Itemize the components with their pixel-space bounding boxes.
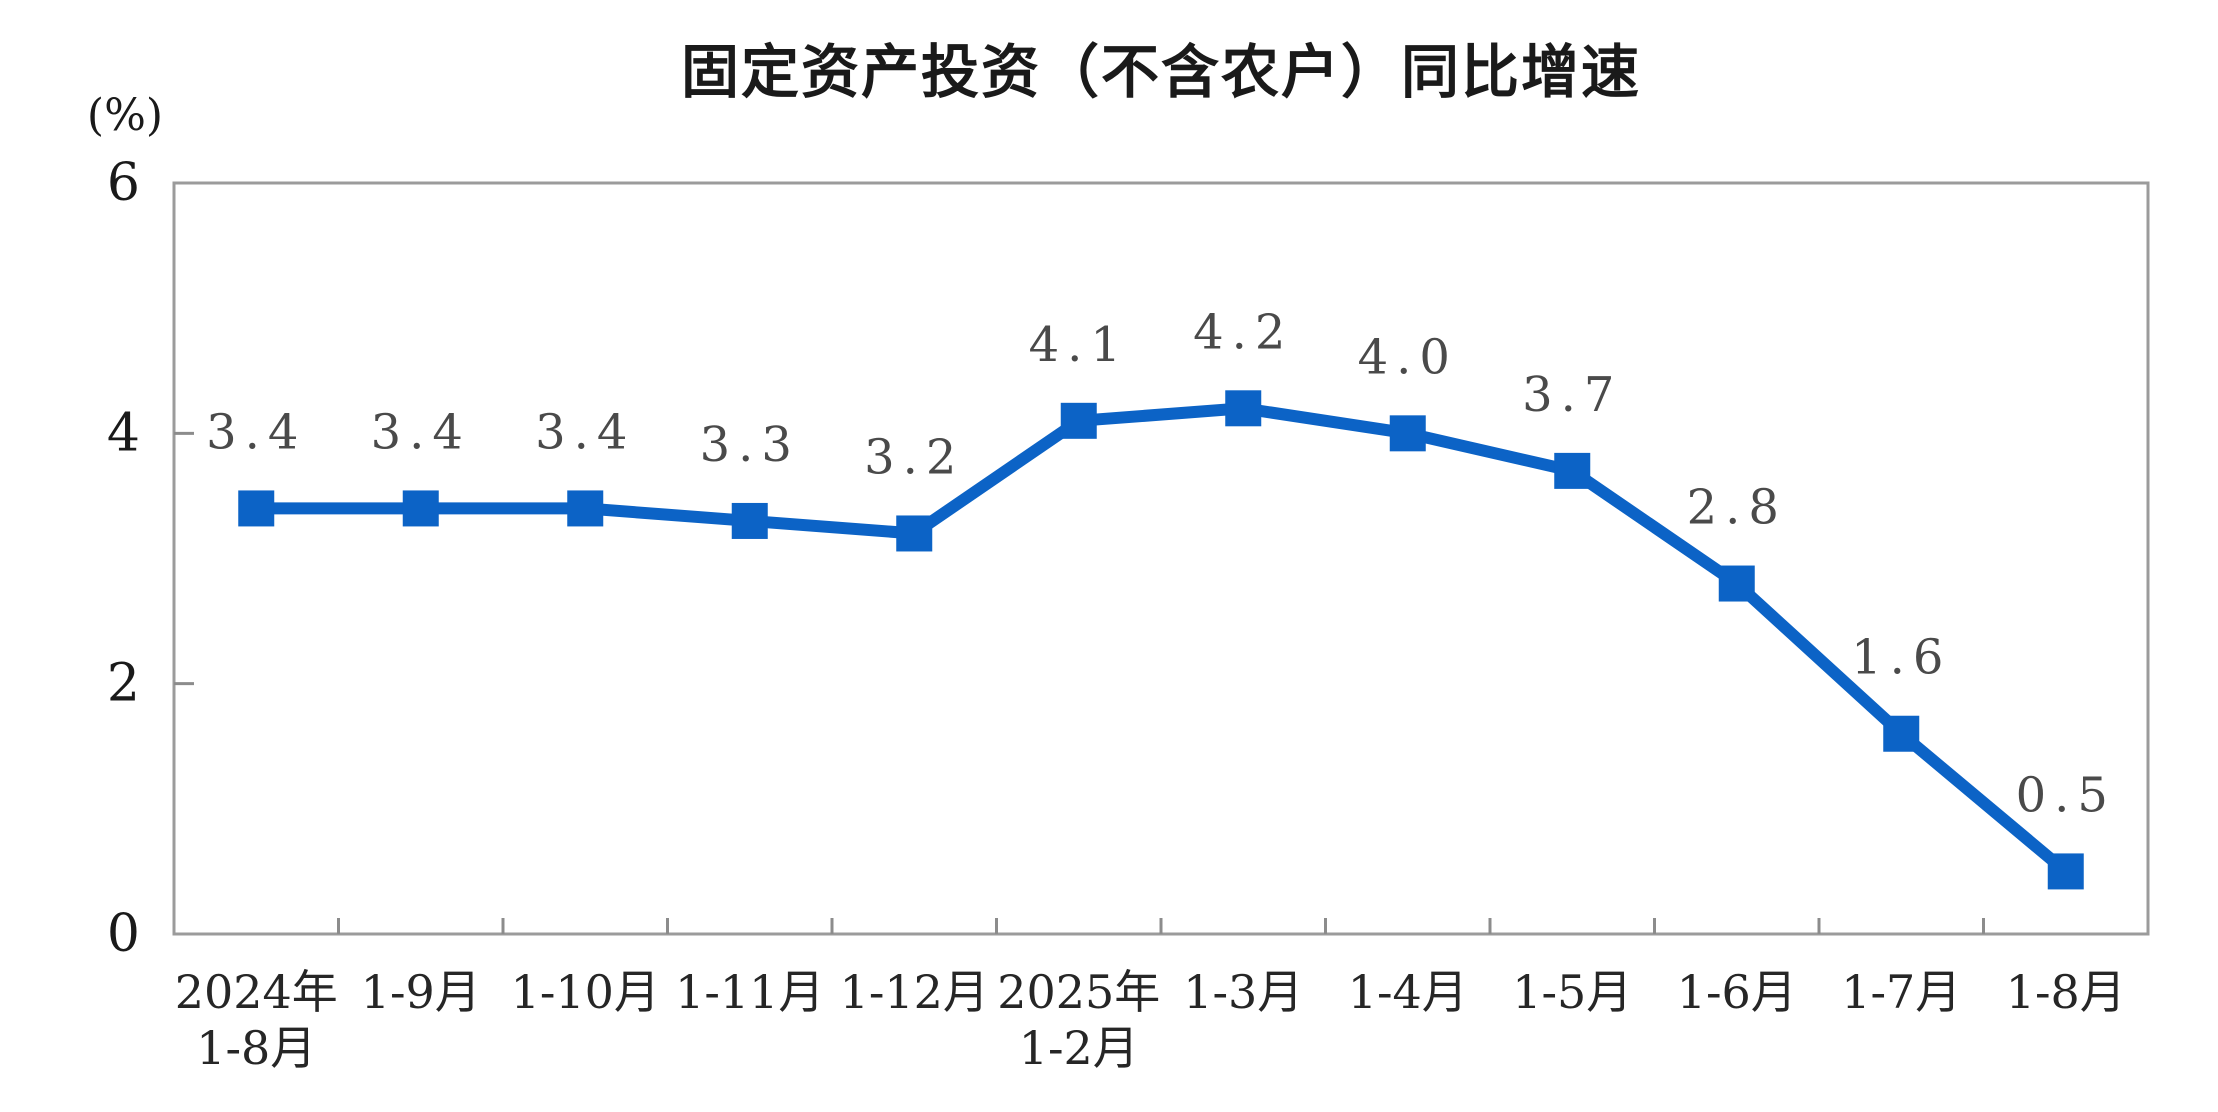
data-point-value-label: 2.8 [1687, 480, 1787, 536]
data-point-marker [238, 490, 275, 527]
data-point-value-label: 3.2 [864, 429, 964, 485]
x-axis-ticks [337, 918, 1985, 934]
y-axis-unit-label: (%) [86, 90, 164, 141]
data-series-line [256, 402, 2070, 877]
data-point-marker [1389, 415, 1426, 452]
x-category-label: 1-12月 [840, 965, 989, 1019]
data-point-marker [896, 515, 933, 552]
data-point-value-label: 3.4 [206, 404, 306, 460]
x-category-label: 1-2月 [1019, 1021, 1139, 1075]
x-category-label: 1-4月 [1348, 965, 1468, 1019]
data-point-value-label: 3.4 [371, 404, 471, 460]
x-category-label: 1-3月 [1183, 965, 1303, 1019]
y-tick-label: 0 [107, 904, 140, 964]
plot-border [172, 181, 2150, 936]
data-point-value-label: 3.7 [1522, 367, 1622, 423]
data-point-marker [1060, 402, 1097, 439]
data-point-marker [2047, 853, 2084, 890]
data-point-marker [402, 490, 439, 527]
data-point-marker [1883, 715, 1920, 752]
y-tick-label: 2 [107, 654, 140, 714]
x-category-label: 1-8月 [196, 1021, 316, 1075]
data-point-value-label: 1.6 [1851, 630, 1951, 686]
x-category-label: 2025年 [997, 965, 1160, 1019]
chart-title: 固定资产投资（不含农户）同比增速 [680, 38, 1641, 106]
x-category-label: 1-6月 [1677, 965, 1797, 1019]
data-point-value-label: 4.0 [1358, 329, 1458, 385]
x-category-label: 1-8月 [2006, 965, 2126, 1019]
data-point-marker [1718, 565, 1755, 602]
y-axis-ticks [174, 431, 194, 686]
y-tick-label: 4 [107, 403, 140, 463]
x-category-label: 1-5月 [1512, 965, 1632, 1019]
data-point-marker [1554, 452, 1591, 489]
data-point-value-labels: 3.4 3.4 3.4 3.3 3.2 4.1 4.2 4.0 3.7 2.8 1.6 0.5 [206, 304, 2116, 823]
data-point-value-label: 0.5 [2016, 767, 2116, 823]
data-point-value-label: 3.3 [700, 417, 800, 473]
y-axis-tick-labels: 0 2 4 6 [107, 153, 140, 964]
x-category-label: 1-7月 [1841, 965, 1961, 1019]
x-category-label: 1-11月 [675, 965, 824, 1019]
x-category-label: 2024年 [175, 965, 338, 1019]
data-point-marker [1225, 390, 1262, 427]
x-category-label: 1-10月 [511, 965, 660, 1019]
data-point-value-label: 4.1 [1029, 317, 1129, 373]
data-point-marker [731, 502, 768, 539]
series-polyline [256, 402, 2070, 877]
plot-border-box [172, 181, 2150, 936]
x-category-label: 1-9月 [361, 965, 481, 1019]
data-point-value-label: 3.4 [535, 404, 635, 460]
y-tick-label: 6 [107, 153, 140, 213]
data-point-markers [238, 390, 2084, 890]
data-point-value-label: 4.2 [1193, 304, 1293, 360]
data-point-marker [567, 490, 604, 527]
